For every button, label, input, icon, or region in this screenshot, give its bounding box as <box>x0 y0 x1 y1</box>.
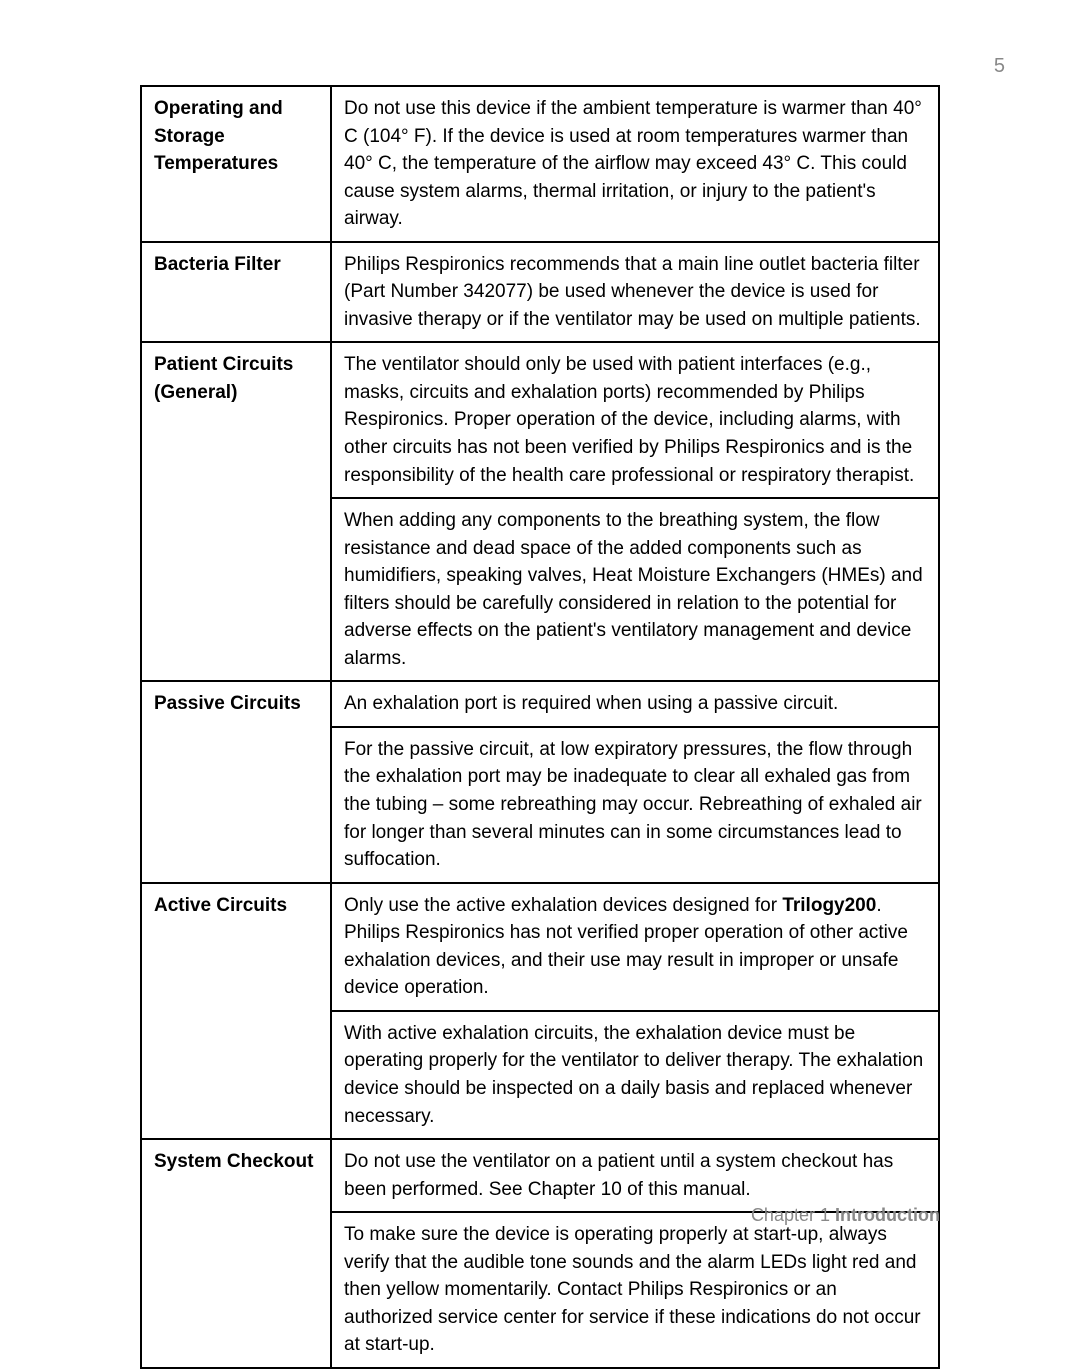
warnings-table: Operating and Storage TemperaturesDo not… <box>140 85 940 1369</box>
footer-title: Introduction <box>835 1205 940 1225</box>
label-cell: System Checkout <box>141 1139 331 1368</box>
table-row: Bacteria FilterPhilips Respironics recom… <box>141 242 939 343</box>
content-cell: Do not use the ventilator on a patient u… <box>331 1139 939 1212</box>
label-cell: Active Circuits <box>141 883 331 1139</box>
content-cell: When adding any components to the breath… <box>331 498 939 681</box>
label-cell: Bacteria Filter <box>141 242 331 343</box>
table-row: Active CircuitsOnly use the active exhal… <box>141 883 939 1011</box>
label-cell: Passive Circuits <box>141 681 331 882</box>
content-cell: An exhalation port is required when usin… <box>331 681 939 727</box>
content-cell: For the passive circuit, at low expirato… <box>331 727 939 883</box>
content-cell: With active exhalation circuits, the exh… <box>331 1011 939 1139</box>
content-cell: Only use the active exhalation devices d… <box>331 883 939 1011</box>
table-row: System CheckoutDo not use the ventilator… <box>141 1139 939 1212</box>
footer-chapter: Chapter 1 <box>751 1205 830 1225</box>
table-row: Patient Circuits (General)The ventilator… <box>141 342 939 498</box>
label-cell: Patient Circuits (General) <box>141 342 331 681</box>
content-cell: Do not use this device if the ambient te… <box>331 86 939 242</box>
page-number: 5 <box>994 55 1005 78</box>
label-cell: Operating and Storage Temperatures <box>141 86 331 242</box>
content-cell: To make sure the device is operating pro… <box>331 1212 939 1368</box>
content-cell: The ventilator should only be used with … <box>331 342 939 498</box>
footer: Chapter 1 Introduction <box>751 1205 940 1226</box>
table-row: Operating and Storage TemperaturesDo not… <box>141 86 939 242</box>
table-row: Passive CircuitsAn exhalation port is re… <box>141 681 939 727</box>
content-cell: Philips Respironics recommends that a ma… <box>331 242 939 343</box>
